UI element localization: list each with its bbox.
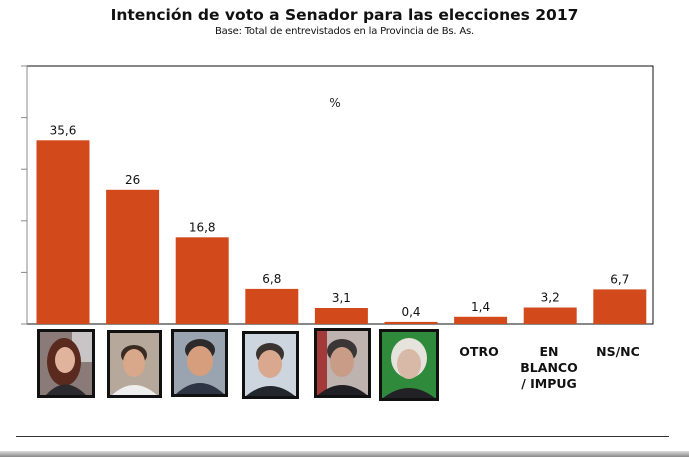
- data-label: 0,4: [401, 305, 420, 319]
- bar-candidate-4: [245, 288, 299, 324]
- bar-candidate-1: [36, 140, 90, 324]
- category-label-line: BLANCO: [520, 360, 578, 375]
- chart-title: Intención de voto a Senador para las ele…: [110, 6, 579, 24]
- candidate-photo-3: [171, 329, 228, 397]
- chart-subtitle: Base: Total de entrevistados en la Provi…: [215, 26, 474, 37]
- data-label: 35,6: [50, 123, 77, 137]
- unit-label: %: [329, 96, 340, 110]
- candidate-photo-6: [379, 329, 439, 401]
- bars: [36, 140, 647, 324]
- category-label-en-blanco: EN BLANCO / IMPUG: [509, 344, 589, 392]
- value-labels: 35,6 26 16,8 6,8 3,1 0,4 1,4 3,2 6,7: [50, 123, 630, 319]
- data-label: 3,2: [541, 291, 560, 305]
- category-label-line: EN: [539, 344, 559, 359]
- candidate-photo-1: [37, 329, 95, 398]
- candidate-photo-2: [107, 330, 162, 398]
- portrait-icon: [40, 332, 92, 395]
- data-label: 26: [125, 173, 140, 187]
- data-label: 6,7: [610, 272, 629, 286]
- bar-otro: [454, 316, 508, 324]
- candidate-photo-5: [314, 328, 371, 398]
- portrait-icon: [110, 333, 159, 395]
- portrait-icon: [317, 331, 368, 395]
- candidate-photo-4: [242, 331, 299, 399]
- category-label-otro: OTRO: [459, 344, 499, 359]
- window-bottom-edge: [0, 451, 689, 457]
- bar-candidate-5: [314, 308, 368, 324]
- category-label-line: / IMPUG: [521, 376, 577, 391]
- data-label: 3,1: [332, 291, 351, 305]
- y-ticks: [21, 65, 27, 325]
- data-label: 16,8: [189, 220, 216, 234]
- portrait-icon: [245, 334, 296, 396]
- bar-ns-nc: [593, 289, 647, 324]
- data-label: 1,4: [471, 300, 490, 314]
- portrait-icon: [174, 332, 225, 394]
- bar-candidate-6: [384, 321, 438, 324]
- category-label-nsnc: NS/NC: [596, 344, 640, 359]
- data-label: 6,8: [262, 272, 281, 286]
- portrait-icon: [382, 332, 436, 398]
- bar-en-blanco-impug: [523, 307, 577, 324]
- footer-divider: [16, 436, 669, 437]
- bar-candidate-3: [175, 237, 229, 324]
- bar-candidate-2: [106, 189, 160, 324]
